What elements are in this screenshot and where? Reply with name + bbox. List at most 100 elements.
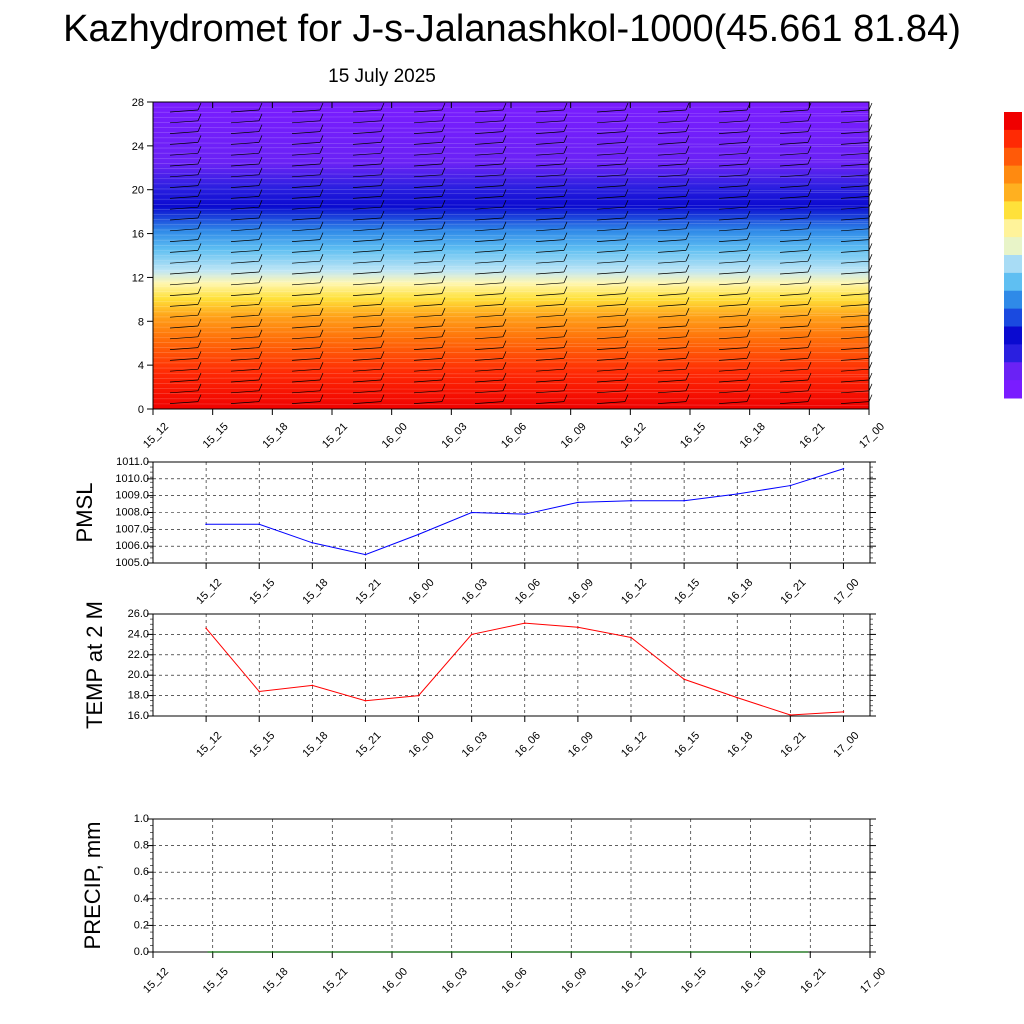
wind-barb-flag [380,383,385,391]
wind-barb [718,368,748,372]
wind-barb-flag [502,351,507,359]
wind-barb [596,196,626,199]
wind-barb [230,325,260,329]
wind-barb [840,206,870,210]
wind-barb [779,358,809,361]
wind-barb [535,142,565,145]
y-tick-label: 1010.0 [115,473,149,485]
wind-barb [657,304,687,307]
wind-barb [596,401,626,404]
wind-barb [535,260,565,264]
wind-barb-flag [258,178,263,186]
x-tick-label: 16_00 [407,577,437,607]
wind-barb-flag [563,156,568,165]
wind-barb [840,336,870,340]
wind-barb [474,314,504,318]
wind-barb [535,271,565,275]
colorbar-swatch [1004,272,1022,292]
wind-barb [352,163,382,167]
wind-barb-flag [319,232,324,240]
wind-barb [291,120,321,124]
wind-barb-flag [807,383,812,391]
wind-barb-flag [563,210,568,219]
wind-barb [840,282,870,286]
wind-barb-flag [807,254,812,262]
wind-barb [779,325,809,329]
wind-barb-flag [319,113,324,121]
chart-subtitle: 15 July 2025 [328,66,436,87]
wind-barb [718,217,748,221]
wind-barb-flag [441,146,446,154]
wind-barb-flag [319,221,324,229]
wind-barb [718,152,748,156]
y-tick-label: 28 [132,97,144,109]
wind-barb [840,358,870,361]
x-tick-label: 16_09 [559,421,589,451]
y-tick-label: 1.0 [134,813,149,825]
wind-barb [535,368,565,372]
wind-barb-flag [319,372,324,381]
wind-barb-flag [685,308,690,316]
wind-barb [779,131,809,134]
wind-barb-flag [197,156,202,165]
wind-barb-flag [502,329,507,337]
wind-barb-flag [563,124,568,132]
wind-barb-flag [441,286,446,294]
wind-barb [535,336,565,340]
wind-barb-flag [258,394,263,402]
wind-barb [352,260,382,264]
wind-barb [474,131,504,134]
wind-barb-flag [319,286,324,294]
x-tick-label: 16_21 [778,730,808,760]
wind-barb-flag [746,146,751,154]
wind-barb-flag [197,189,202,197]
wind-barb [352,379,382,383]
wind-barb [169,217,199,221]
wind-barb-flag [563,394,568,402]
heatmap-contour [152,311,870,314]
heatmap-contour [152,127,870,130]
wind-barb [718,314,748,318]
wind-barb [535,282,565,286]
wind-barb-flag [685,146,690,154]
wind-barb-flag [441,232,446,240]
wind-barb [779,196,809,199]
wind-barb-flag [685,254,690,262]
wind-barb-flag [258,221,263,229]
wind-barb-flag [746,200,751,208]
wind-barb-flag [746,243,751,251]
wind-barb-flag [624,318,629,327]
series-point [683,678,685,681]
series-point [205,523,207,526]
wind-barb-flag [319,297,324,305]
wind-barb [840,347,870,350]
wind-barb [840,163,870,167]
wind-barb-flag [624,286,629,294]
wind-barb-flag [563,135,568,143]
wind-barb [657,271,687,275]
wind-barb-flag [502,156,507,165]
series-point [736,493,739,495]
heatmap-contour [152,299,870,302]
wind-barb-flag [807,243,812,251]
wind-barb [291,174,321,178]
x-tick-label: 17_00 [858,966,888,996]
wind-barb [230,260,260,264]
wind-barb [291,228,321,232]
x-tick-label: 16_03 [460,577,490,607]
wind-barb [352,347,382,350]
wind-barb [169,228,199,232]
x-tick-label: 15_18 [260,421,290,451]
series-point [364,699,367,702]
wind-barb-flag [685,102,690,111]
x-tick-label: 17_00 [857,421,887,451]
wind-barb-flag [563,200,568,208]
heatmap-contour [152,388,870,391]
wind-barb-flag [441,113,446,121]
wind-barb [779,217,809,221]
wind-barb-flag [319,362,324,370]
wind-barb-flag [807,275,812,283]
wind-barb-flag [197,340,202,348]
wind-barb-flag [197,113,202,121]
wind-barb [718,336,748,340]
